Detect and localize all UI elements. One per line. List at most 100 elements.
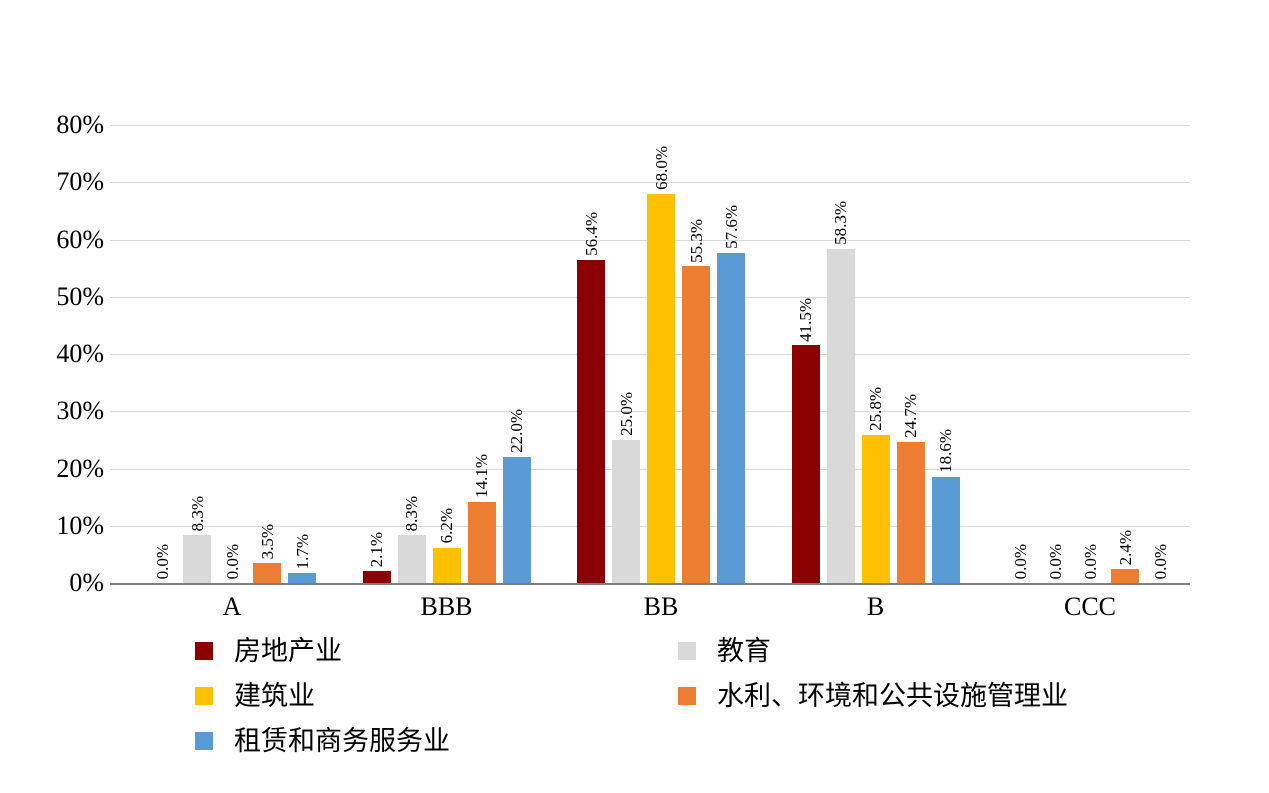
bar-cell: 0.0% [1146, 125, 1174, 583]
y-axis-tick-label: 20% [56, 453, 104, 483]
gridline-80% [110, 125, 1190, 126]
bar-cell: 58.3% [826, 125, 855, 583]
bar-cell: 68.0% [647, 125, 675, 583]
x-axis-tick-label-A: A [222, 592, 242, 621]
bar-value-label: 58.3% [831, 201, 850, 246]
legend-color-swatch [678, 687, 696, 705]
bar-value-label: 0.0% [152, 543, 172, 579]
bar [577, 260, 605, 583]
bar [826, 249, 855, 583]
legend-label: 建筑业 [234, 681, 315, 711]
legend-color-swatch [678, 642, 696, 660]
bar-cell: 2.1% [362, 125, 391, 583]
bar [896, 441, 925, 583]
bar [432, 547, 461, 583]
bar-value-label: 0.0% [1045, 543, 1065, 579]
bar [397, 535, 426, 583]
bar-value-label: 57.6% [721, 205, 741, 250]
bar-cell: 55.3% [682, 125, 710, 583]
bar-value-label: 25.0% [616, 391, 636, 436]
gridline-70% [110, 182, 1190, 184]
bar-cell: 57.6% [717, 125, 745, 583]
x-axis-tick-label-CCC: CCC [1063, 592, 1117, 621]
bar-cell: 24.7% [896, 125, 925, 583]
bar-value-label: 0.0% [1150, 543, 1170, 579]
bar-value-label: 22.0% [507, 409, 526, 454]
bar [502, 457, 531, 583]
bar-value-label: 8.3% [402, 496, 421, 532]
x-axis-tick-label-BBB: BBB [420, 592, 473, 621]
bar [612, 439, 640, 583]
legend-color-swatch [195, 642, 213, 660]
legend-label: 教育 [717, 636, 771, 666]
bar-cell: 41.5% [791, 125, 820, 583]
bar [288, 573, 316, 583]
bar-value-label: 3.5% [257, 523, 277, 559]
bar-value-label: 2.4% [1115, 529, 1135, 566]
bar-cell: 14.1% [467, 125, 496, 583]
bar [1111, 569, 1139, 583]
legend-item-empty [678, 726, 1068, 756]
bar [931, 476, 960, 583]
bar [183, 535, 211, 583]
bar-cell: 25.8% [861, 125, 890, 583]
bar-cell: 56.4% [577, 125, 605, 583]
bar-value-label: 24.7% [901, 393, 920, 438]
bar-value-label: 6.2% [437, 508, 456, 544]
bar-cell: 18.6% [931, 125, 960, 583]
legend-item: 租赁和商务服务业 [195, 726, 678, 756]
y-axis-tick-label: 70% [56, 167, 104, 197]
bar-value-label: 8.3% [187, 496, 207, 532]
bar [467, 502, 496, 583]
bar-cell: 25.0% [612, 125, 640, 583]
plot-area: 0.0% 8.3% 0.0% 3.5% 1.7% 2.1% 8.3% 6.2% 14.1% 22.… [110, 125, 1190, 585]
bar-group-BBB: 2.1% 8.3% 6.2% 14.1% 22.0% [362, 125, 531, 583]
bar-cell: 0.0% [1006, 125, 1034, 583]
bar-value-label: 56.4% [581, 212, 601, 257]
x-axis-tick-label-B: B [866, 592, 885, 621]
legend: 房地产业 教育建筑业 水利、环境和公共设施管理业租赁和商务服务业 [195, 636, 1068, 756]
bar-cell: 3.5% [253, 125, 281, 583]
x-axis-tick-label-BB: BB [643, 592, 679, 621]
bar-value-label: 14.1% [472, 454, 491, 499]
bar [861, 435, 890, 583]
bar-cell: 1.7% [288, 125, 316, 583]
legend-item: 教育 [678, 636, 1068, 666]
bar-group-CCC: 0.0% 0.0% 0.0% 2.4% 0.0% [1006, 125, 1174, 583]
legend-label: 房地产业 [234, 636, 342, 666]
bar-group-B: 41.5% 58.3% 25.8% 24.7% 18.6% [791, 125, 960, 583]
bar-cell: 0.0% [148, 125, 176, 583]
bar-cell: 8.3% [397, 125, 426, 583]
bar-cell: 22.0% [502, 125, 531, 583]
bar-cell: 6.2% [432, 125, 461, 583]
bar-value-label: 25.8% [866, 387, 885, 432]
legend-label: 租赁和商务服务业 [234, 726, 450, 756]
legend-color-swatch [195, 732, 213, 750]
bar-group-A: 0.0% 8.3% 0.0% 3.5% 1.7% [148, 125, 316, 583]
y-axis-tick-label: 60% [56, 224, 104, 254]
bar-group-BB: 56.4% 25.0% 68.0% 55.3% 57.6% [577, 125, 745, 583]
bar-cell: 8.3% [183, 125, 211, 583]
bar [791, 345, 820, 583]
bar-value-label: 2.1% [367, 531, 386, 567]
bar [647, 193, 675, 583]
y-axis-tick-label: 30% [56, 396, 104, 426]
y-axis-tick-label: 80% [56, 110, 104, 139]
legend-item: 房地产业 [195, 636, 678, 666]
legend-item: 水利、环境和公共设施管理业 [678, 681, 1068, 711]
bar-value-label: 0.0% [222, 543, 242, 579]
bar-value-label: 55.3% [686, 218, 706, 263]
legend-label: 水利、环境和公共设施管理业 [717, 681, 1068, 711]
bar-value-label: 0.0% [1080, 543, 1100, 579]
bar-value-label: 41.5% [796, 297, 815, 342]
y-axis-tick-label: 0% [69, 568, 104, 597]
y-axis-tick-label: 50% [56, 281, 104, 311]
y-axis-tick-label: 40% [56, 339, 104, 368]
bar [362, 570, 391, 583]
bar-value-label: 68.0% [651, 145, 671, 190]
bar-cell: 2.4% [1111, 125, 1139, 583]
bar [253, 562, 281, 583]
bar-value-label: 0.0% [1010, 543, 1030, 579]
